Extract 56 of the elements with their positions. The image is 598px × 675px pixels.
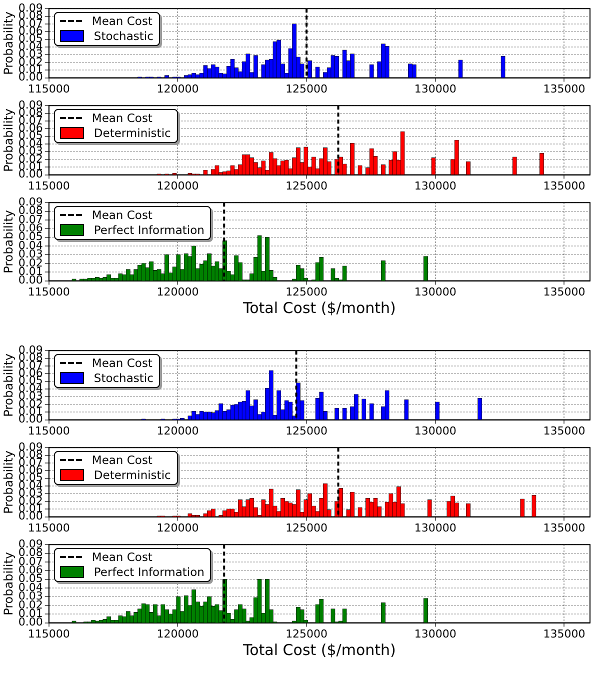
x-tick-label: 135000 <box>543 424 586 438</box>
y-tick-label: 0.00 <box>18 168 43 181</box>
x-tick-label: 115000 <box>28 424 70 438</box>
y-tick-label: 0.00 <box>18 510 43 523</box>
x-tick-label: 115000 <box>28 285 70 298</box>
ref-line-label: Mean Cost <box>92 452 152 468</box>
ref-line-label: Mean Cost <box>92 110 152 126</box>
legend-label: Deterministic <box>94 126 171 141</box>
x-tick-label: 125000 <box>286 285 328 298</box>
x-tick-label: 135000 <box>543 627 586 640</box>
x-tick-label: 125000 <box>286 521 328 534</box>
x-tick-label: 130000 <box>414 627 456 640</box>
ref-line-label: Mean Cost <box>92 14 152 29</box>
ref-line-label: Mean Cost <box>92 550 152 565</box>
x-tick-label: 120000 <box>156 82 199 96</box>
x-tick-label: 115000 <box>28 82 70 96</box>
ref-line-label: Mean Cost <box>92 356 152 371</box>
x-tick-label: 120000 <box>156 179 199 192</box>
x-tick-label: 120000 <box>156 627 199 640</box>
y-axis-title: Probability <box>1 11 16 75</box>
legend-label: Stochastic <box>94 28 154 44</box>
legend-label: Deterministic <box>94 468 171 483</box>
x-tick-label: 135000 <box>543 285 586 298</box>
x-tick-label: 135000 <box>543 521 586 534</box>
y-tick-label: 0.00 <box>18 616 43 629</box>
x-tick-label: 125000 <box>286 179 328 192</box>
y-axis-title: Probability <box>1 450 16 514</box>
x-tick-label: 120000 <box>156 521 199 534</box>
x-tick-label: 130000 <box>414 179 456 192</box>
x-tick-label: 130000 <box>414 285 456 298</box>
x-tick-label: 135000 <box>543 179 586 192</box>
legend-label: Perfect Information <box>94 564 204 580</box>
x-tick-label: 120000 <box>156 285 199 298</box>
y-axis-title: Probability <box>1 353 16 417</box>
y-axis-title: Probability <box>1 108 16 172</box>
x-tick-label: 115000 <box>28 179 70 192</box>
x-tick-label: 115000 <box>28 627 70 640</box>
x-axis-title: Total Cost ($/month) <box>242 640 396 659</box>
x-tick-label: 125000 <box>286 82 328 96</box>
x-tick-label: 125000 <box>286 627 328 640</box>
y-axis-title: Probability <box>1 210 16 274</box>
y-tick-label: 0.00 <box>18 70 43 84</box>
x-tick-label: 130000 <box>414 521 456 534</box>
ref-line-label: Mean Cost <box>92 208 152 223</box>
x-tick-label: 115000 <box>28 521 70 534</box>
legend-label: Stochastic <box>94 370 154 386</box>
y-tick-label: 0.00 <box>18 412 43 426</box>
y-axis-title: Probability <box>1 552 16 616</box>
x-tick-label: 135000 <box>543 82 586 96</box>
x-tick-label: 130000 <box>414 82 456 96</box>
x-axis-title: Total Cost ($/month) <box>242 298 396 317</box>
legend-label: Perfect Information <box>94 222 204 238</box>
x-tick-label: 130000 <box>414 424 456 438</box>
y-tick-label: 0.00 <box>18 274 43 287</box>
x-tick-label: 125000 <box>286 424 328 438</box>
x-tick-label: 120000 <box>156 424 199 438</box>
